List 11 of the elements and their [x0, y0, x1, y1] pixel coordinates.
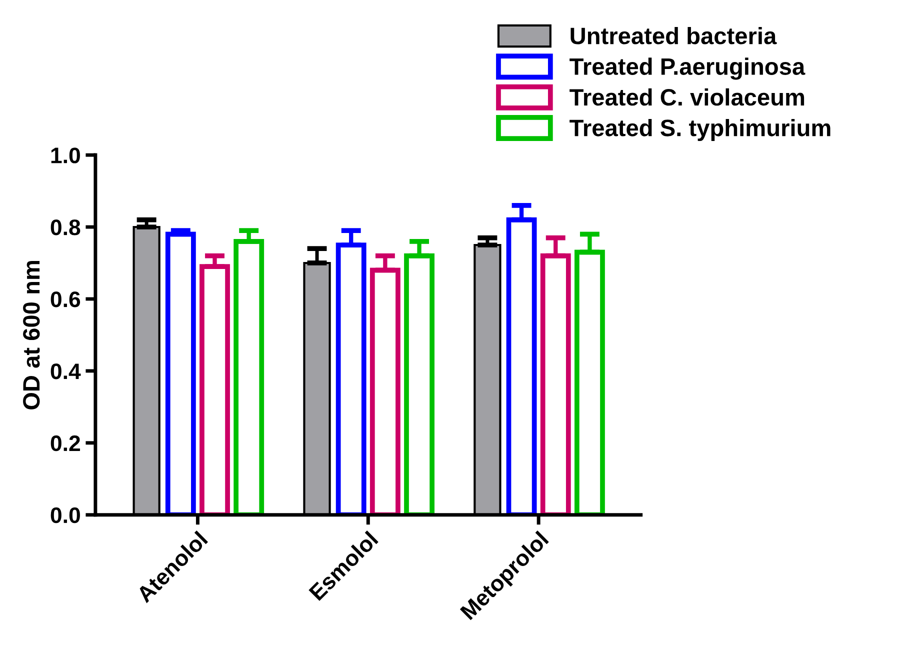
y-axis-title: OD at 600 nm	[23, 260, 40, 410]
y-tick-label: 0.2	[50, 435, 80, 452]
y-tick-label: 1.0	[51, 148, 80, 164]
y-tick-label: 0.8	[50, 220, 80, 236]
legend-label: Treated C. violaceum	[570, 88, 804, 106]
y-tick-label: 0.0	[50, 507, 80, 524]
y-tick-label: 0.6	[50, 292, 80, 308]
legend-label: Untreated bacteria	[570, 26, 777, 44]
legend-label: Treated S. typhimurium	[570, 118, 830, 141]
y-tick-label: 0.4	[50, 363, 81, 380]
legend-label: Treated P.aeruginosa	[570, 58, 806, 80]
